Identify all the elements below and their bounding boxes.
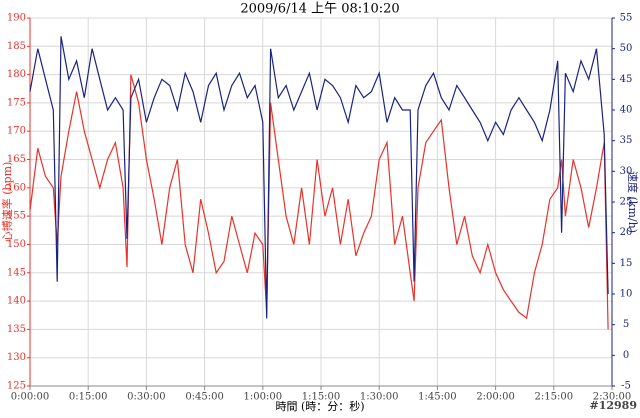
y2-tick-label: -5 xyxy=(621,381,631,392)
series-line xyxy=(29,36,609,319)
x-tick-label: 0:15:00 xyxy=(69,392,108,403)
y2-tick-label: 55 xyxy=(620,13,633,24)
x-tick-label: 2:00:00 xyxy=(476,392,515,403)
y2-tick-label: 30 xyxy=(620,166,633,177)
y2-tick-label: 10 xyxy=(620,289,633,300)
x-tick-label: 2:30:00 xyxy=(593,392,632,403)
x-tick-label: 2:15:00 xyxy=(535,392,574,403)
x-tick-label: 0:30:00 xyxy=(127,392,166,403)
y-tick-label: 165 xyxy=(7,154,26,165)
series-line xyxy=(29,74,609,330)
y-tick-label: 180 xyxy=(7,69,26,80)
watermark: #12989 xyxy=(590,399,638,412)
y-tick-label: 185 xyxy=(7,41,26,52)
x-axis-label: 時間 (時：分：秒) xyxy=(275,399,364,413)
y-axis-label: 心搏速率 (bpm) xyxy=(0,162,14,243)
y2-tick-label: 50 xyxy=(620,43,633,54)
y-tick-label: 135 xyxy=(7,324,26,335)
y2-tick-label: 25 xyxy=(620,197,633,208)
y-tick-label: 125 xyxy=(7,381,26,392)
y2-axis-label: 速度 (km/h) xyxy=(626,171,640,233)
x-tick-label: 0:00:00 xyxy=(11,392,50,403)
y-tick-label: 175 xyxy=(7,97,26,108)
y-tick-label: 140 xyxy=(7,296,26,307)
y2-tick-label: 5 xyxy=(623,319,629,330)
y2-tick-label: 45 xyxy=(620,74,633,85)
x-tick-label: 0:45:00 xyxy=(185,392,224,403)
x-tick-label: 1:45:00 xyxy=(418,392,457,403)
y-tick-label: 145 xyxy=(7,267,26,278)
chart-title: 2009/6/14 上午 08:10:20 xyxy=(240,2,399,17)
y2-tick-label: 15 xyxy=(620,258,633,269)
y-tick-label: 150 xyxy=(7,239,26,250)
x-tick-label: 1:30:00 xyxy=(360,392,399,403)
x-tick-label: 1:15:00 xyxy=(302,392,341,403)
y-tick-label: 190 xyxy=(7,13,26,24)
y2-tick-label: 35 xyxy=(620,135,633,146)
y2-tick-label: 0 xyxy=(623,350,629,361)
y-tick-label: 160 xyxy=(7,182,26,193)
y2-tick-label: 40 xyxy=(620,105,633,116)
y2-tick-label: 20 xyxy=(620,227,633,238)
y-tick-label: 155 xyxy=(7,211,26,222)
x-tick-label: 1:00:00 xyxy=(244,392,283,403)
y-tick-label: 130 xyxy=(7,352,26,363)
y-tick-label: 170 xyxy=(7,126,26,137)
